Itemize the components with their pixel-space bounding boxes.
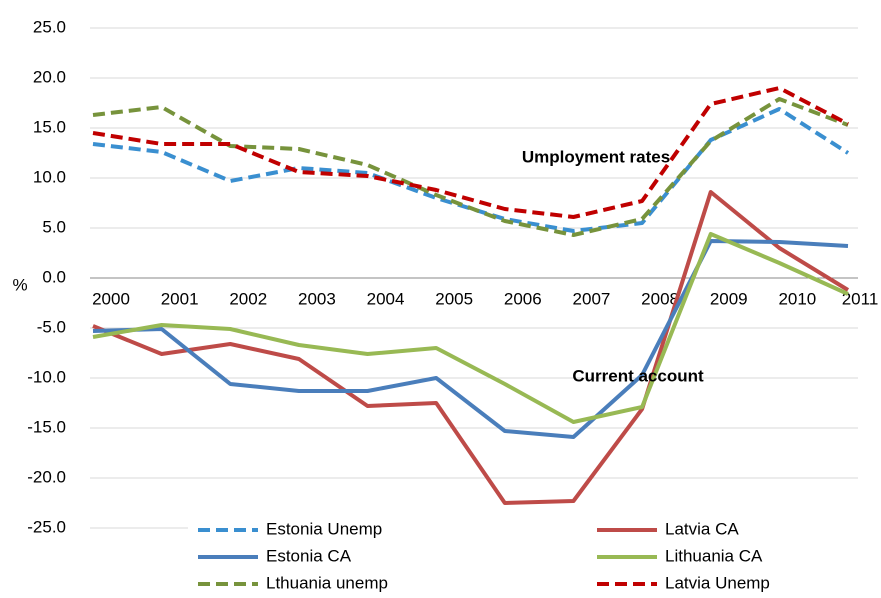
legend-label: Latvia CA (665, 519, 739, 538)
series-line (92, 232, 849, 424)
x-tick-label: 2003 (298, 289, 336, 308)
series-line (92, 86, 849, 219)
legend-label: Lthuania unemp (266, 573, 388, 592)
legend-box (188, 516, 860, 598)
x-tick-label: 2008 (641, 289, 679, 308)
x-tick-label: 2009 (710, 289, 748, 308)
y-tick-label: -15.0 (27, 417, 66, 436)
x-tick-label: 2007 (573, 289, 611, 308)
y-tick-label: 10.0 (33, 167, 66, 186)
legend-label: Estonia Unemp (266, 519, 382, 538)
y-tick-label: -10.0 (27, 367, 66, 386)
x-tick-label: 2000 (92, 289, 130, 308)
y-tick-label: 0.0 (42, 267, 66, 286)
y-tick-label: -20.0 (27, 467, 66, 486)
x-tick-label: 2006 (504, 289, 542, 308)
x-tick-label: 2011 (842, 289, 879, 308)
series-line (92, 190, 850, 505)
x-tick-label: 2005 (435, 289, 473, 308)
legend-label: Latvia Unemp (665, 573, 770, 592)
y-tick-label: 5.0 (42, 217, 66, 236)
series-line (92, 97, 849, 237)
legend-label: Lithuania CA (665, 546, 763, 565)
y-axis-label: % (12, 275, 27, 294)
x-tick-label: 2002 (229, 289, 267, 308)
legend-label: Estonia CA (266, 546, 352, 565)
y-tick-label: -25.0 (27, 517, 66, 536)
y-tick-label: 15.0 (33, 117, 66, 136)
x-tick-label: 2001 (161, 289, 199, 308)
series-line (92, 239, 849, 439)
x-tick-label: 2004 (367, 289, 405, 308)
x-tick-label: 2010 (778, 289, 816, 308)
y-tick-label: 20.0 (33, 67, 66, 86)
annotation: Umployment rates (522, 147, 670, 166)
y-tick-label: -5.0 (37, 317, 66, 336)
annotation: Current account (572, 366, 704, 385)
y-tick-label: 25.0 (33, 17, 66, 36)
